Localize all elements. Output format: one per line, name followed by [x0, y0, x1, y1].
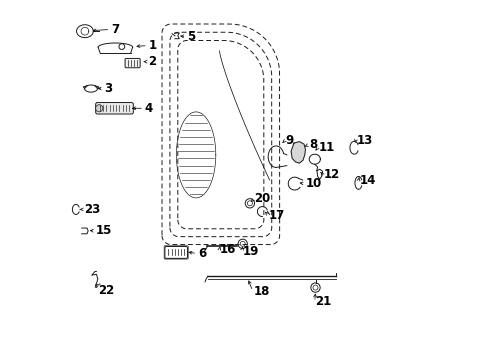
Text: 2: 2 [148, 55, 156, 68]
Text: 15: 15 [96, 224, 112, 238]
Text: 14: 14 [359, 174, 375, 187]
Text: 11: 11 [318, 141, 334, 154]
Circle shape [96, 105, 102, 112]
Text: 20: 20 [254, 192, 270, 205]
FancyBboxPatch shape [164, 247, 187, 258]
Text: 17: 17 [268, 209, 285, 222]
Text: 13: 13 [356, 134, 372, 147]
Text: 7: 7 [111, 23, 119, 36]
Text: 19: 19 [242, 244, 259, 257]
Text: 22: 22 [98, 284, 114, 297]
Text: 4: 4 [144, 102, 153, 115]
Text: 8: 8 [308, 138, 317, 151]
Text: 12: 12 [323, 168, 339, 181]
Text: 5: 5 [187, 30, 195, 43]
Text: 18: 18 [253, 285, 269, 298]
Text: 1: 1 [148, 39, 156, 52]
Text: 9: 9 [285, 134, 293, 147]
Text: 6: 6 [198, 247, 206, 260]
Text: 23: 23 [83, 203, 100, 216]
FancyBboxPatch shape [125, 58, 140, 68]
Polygon shape [290, 141, 305, 163]
Text: 16: 16 [220, 243, 236, 256]
Text: 10: 10 [305, 177, 321, 190]
Text: 3: 3 [104, 82, 112, 95]
Text: 21: 21 [315, 296, 331, 309]
FancyBboxPatch shape [96, 103, 133, 114]
